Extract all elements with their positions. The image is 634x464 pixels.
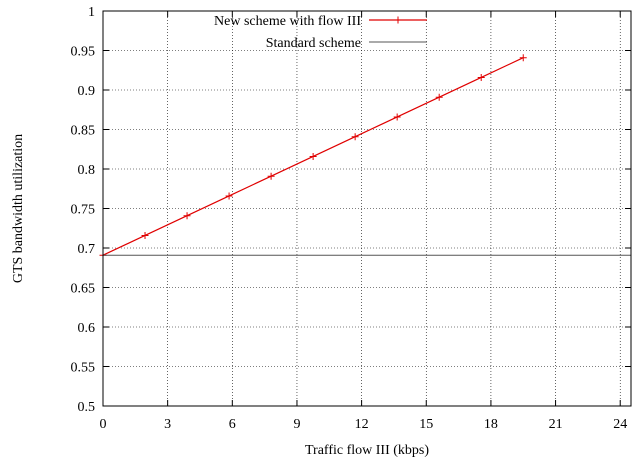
y-tick-label: 0.6 (78, 321, 96, 336)
x-tick-label: 21 (549, 417, 563, 432)
y-tick-label: 0.95 (71, 45, 96, 60)
y-tick-label: 0.85 (71, 124, 96, 139)
x-tick-label: 18 (484, 417, 498, 432)
data-point (393, 113, 401, 121)
y-axis-title: GTS bandwidth utilization (11, 134, 26, 283)
y-tick-label: 0.65 (71, 282, 96, 297)
data-point (183, 212, 191, 220)
y-tick-label: 1 (88, 5, 95, 20)
data-point (225, 192, 233, 200)
y-tick-label: 0.75 (71, 203, 96, 218)
x-tick-label: 3 (164, 417, 171, 432)
x-tick-label: 6 (229, 417, 236, 432)
series-layer (99, 54, 631, 259)
x-tick-label: 24 (613, 417, 627, 432)
x-tick-label: 12 (355, 417, 369, 432)
data-point (309, 152, 317, 160)
tick-layer: 0.5 0.55 0.6 0.65 0.7 0.75 0.8 0.85 0.9 0.95 1 0 3 6 9… (71, 5, 631, 432)
legend: New scheme with flow III Standard scheme (214, 14, 427, 51)
legend-marker-0 (394, 16, 402, 24)
x-tick-label: 9 (293, 417, 300, 432)
grid-layer (103, 11, 631, 406)
y-tick-label: 0.55 (71, 361, 96, 376)
legend-label-standard-scheme: Standard scheme (266, 36, 361, 51)
data-point (519, 54, 527, 62)
x-tick-label: 0 (100, 417, 107, 432)
x-axis-title: Traffic flow III (kbps) (305, 443, 429, 458)
data-point (477, 73, 485, 81)
y-tick-label: 0.9 (78, 84, 96, 99)
data-point (351, 133, 359, 141)
legend-label-new-scheme: New scheme with flow III (214, 14, 361, 29)
y-tick-label: 0.8 (78, 163, 96, 178)
plot-frame (102, 10, 632, 407)
data-point (141, 231, 149, 239)
data-point (435, 93, 443, 101)
y-tick-label: 0.7 (78, 242, 96, 257)
data-point (267, 172, 275, 180)
x-tick-label: 15 (419, 417, 433, 432)
y-tick-label: 0.5 (78, 400, 96, 415)
